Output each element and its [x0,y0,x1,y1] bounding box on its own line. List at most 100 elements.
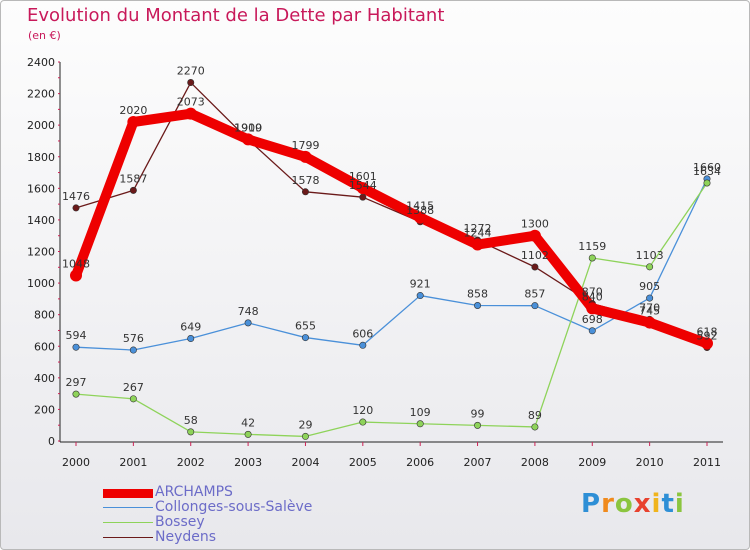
data-point [299,150,312,163]
legend-swatch [103,489,153,498]
data-point [187,428,195,436]
data-label: 297 [66,376,87,389]
y-tick-label: 400 [34,372,55,385]
y-tick-label: 1000 [27,277,55,290]
data-label: 1601 [349,170,377,183]
legend-label: ARCHAMPS [155,484,233,500]
data-label: 770 [639,301,660,314]
chart-title: Evolution du Montant de la Dette par Hab… [27,5,445,26]
x-tick-label: 2000 [62,456,90,469]
data-label: 1660 [693,161,721,174]
y-tick-label: 200 [34,403,55,416]
data-label: 745 [639,305,660,318]
data-label: 1103 [636,249,664,262]
data-label: 921 [410,278,431,291]
x-tick-label: 2006 [406,456,434,469]
data-label: 905 [639,280,660,293]
data-label: 1159 [578,240,606,253]
data-label: 748 [238,305,259,318]
y-tick-label: 800 [34,309,55,322]
data-point [703,179,711,187]
data-label: 858 [467,288,488,301]
data-point [242,133,255,146]
x-tick-label: 2005 [349,456,377,469]
data-point [187,335,195,343]
data-point [244,430,252,438]
legend-swatch [103,522,153,523]
data-point [301,432,309,440]
data-point [701,337,713,350]
data-label: 618 [697,325,718,338]
data-point [474,302,482,310]
data-point [588,254,596,262]
series-line-collonges-sous-sal-ve [75,178,708,351]
chart-data-labels: 1048 2020 2073 1910 1799 1601 1415 1244 1300 840 7… [62,65,721,432]
data-point [416,420,424,428]
data-point [244,319,252,327]
x-tick-label: 2011 [693,456,721,469]
data-label: 1102 [521,249,549,262]
data-label: 592 [697,330,718,343]
chart-points [70,79,713,440]
data-label: 840 [582,290,603,303]
legend-label: Neydens [155,529,217,545]
x-tick-label: 2010 [636,456,664,469]
y-tick-label: 1800 [27,151,55,164]
data-label: 2020 [119,104,147,117]
data-point [359,193,367,201]
y-tick-label: 2000 [27,119,55,132]
data-label: 857 [524,288,545,301]
y-tick-label: 1200 [27,246,55,259]
y-tick-label: 1600 [27,182,55,195]
data-label: 1578 [291,174,319,187]
legend-swatch [103,537,153,538]
data-label: 1909 [234,122,262,135]
y-tick-label: 600 [34,340,55,353]
chart-axes: 0 200 400 600 800 1000 1200 1400 1600 1800 2000 220… [27,56,723,469]
logo-letter: x [633,489,652,519]
data-label: 606 [352,327,373,340]
data-point [359,341,367,349]
data-point [414,211,427,224]
data-point [70,269,82,282]
data-point [359,418,367,426]
y-tick-label: 2200 [27,88,55,101]
x-tick-label: 2001 [119,456,147,469]
data-label: 120 [352,404,373,417]
x-tick-label: 2002 [177,456,205,469]
data-label: 1244 [464,227,492,240]
data-label: 109 [410,406,431,419]
data-point [588,327,596,335]
proxiti-logo: Proxiti [581,489,691,519]
y-tick-label: 2400 [27,56,55,69]
data-label: 698 [582,313,603,326]
legend-label: Bossey [155,514,205,530]
data-label: 655 [295,320,316,333]
data-label: 1272 [464,222,492,235]
data-label: 58 [184,414,198,427]
data-point [72,204,80,212]
data-point [129,395,137,403]
logo-letter: r [601,489,615,519]
logo-letter: i [651,489,662,519]
data-point [72,390,80,398]
data-label: 1048 [62,258,90,271]
logo-letter: t [661,489,675,519]
data-label: 2073 [177,96,205,109]
data-point [646,263,654,271]
series-line-bossey [75,182,708,438]
data-label: 29 [298,418,312,431]
data-point [531,302,539,310]
x-tick-label: 2008 [521,456,549,469]
data-point [531,423,539,431]
data-point [471,238,484,251]
data-point [301,334,309,342]
data-label: 1388 [406,204,434,217]
data-point [72,343,80,351]
data-point [127,116,140,129]
chart-series-lines [71,81,712,438]
data-label: 576 [123,332,144,345]
data-point [646,294,654,302]
